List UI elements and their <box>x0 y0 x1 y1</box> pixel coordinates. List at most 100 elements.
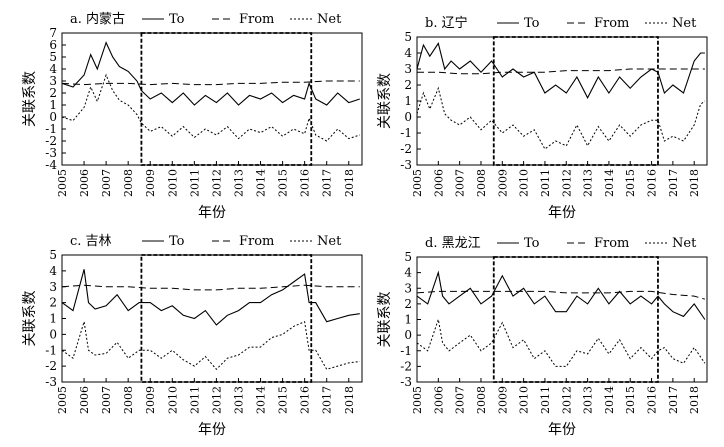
y-tick-label: -1 <box>45 343 57 357</box>
x-axis-label: 年份 <box>548 205 576 221</box>
y-tick-label: 5 <box>49 248 57 262</box>
highlight-box <box>140 254 313 383</box>
x-tick-label: 2006 <box>432 386 445 414</box>
y-axis-label: 关联系数 <box>377 292 393 348</box>
x-tick-label: 2016 <box>646 169 659 197</box>
y-tick-label: 4 <box>404 266 412 280</box>
series-line-net <box>61 73 360 142</box>
y-tick-label: -3 <box>400 158 412 172</box>
x-tick-label: 2007 <box>100 386 113 414</box>
y-tick-label: 4 <box>49 264 57 278</box>
x-tick-label: 2017 <box>321 169 334 197</box>
highlight-box <box>492 36 659 166</box>
x-tick-label: 2018 <box>343 169 356 197</box>
series-line-from <box>61 80 360 86</box>
y-tick-label: 2 <box>49 296 57 310</box>
panel-title: c. 吉林 <box>70 234 112 249</box>
series-line-net <box>61 320 360 371</box>
series-line-from <box>416 290 706 300</box>
y-tick-label: 1 <box>49 312 57 326</box>
legend-label: To <box>169 234 185 249</box>
x-tick-label: 2009 <box>144 169 157 197</box>
y-axis-label: 关联系数 <box>377 73 393 129</box>
series-line-from <box>61 284 360 291</box>
y-tick-label: 5 <box>404 250 412 264</box>
x-axis-label: 年份 <box>198 205 226 221</box>
x-tick-label: 2015 <box>624 386 637 414</box>
highlight-box <box>140 32 313 166</box>
x-tick-label: 2015 <box>277 169 290 197</box>
legend-label: From <box>594 236 629 251</box>
series-line-to <box>61 41 360 106</box>
legend-label: Net <box>672 16 697 31</box>
x-tick-label: 2008 <box>475 386 488 414</box>
x-tick-label: 2005 <box>56 169 69 197</box>
chart-panel-1: -3 -2 -1 0 1 2 3 4 5 2005 2006 2007 2008 2009 2010 2011… <box>377 15 708 221</box>
x-tick-label: 2005 <box>411 169 424 197</box>
x-tick-label: 2017 <box>667 386 680 414</box>
panel-title: d. 黑龙江 <box>425 236 481 251</box>
x-axis-label: 年份 <box>198 422 226 438</box>
x-tick-label: 2005 <box>411 386 424 414</box>
y-tick-label: 2 <box>404 78 412 92</box>
x-tick-label: 2015 <box>624 169 637 197</box>
y-tick-label: 5 <box>404 30 412 44</box>
x-tick-label: 2014 <box>255 169 268 197</box>
series-line-to <box>416 270 706 320</box>
x-tick-label: 2016 <box>299 169 312 197</box>
y-tick-label: 0 <box>49 110 57 124</box>
y-tick-label: 6 <box>49 38 57 52</box>
x-tick-label: 2009 <box>144 386 157 414</box>
x-tick-label: 2012 <box>560 169 573 197</box>
y-tick-label: -1 <box>45 122 57 136</box>
series-line-from <box>417 68 705 75</box>
legend-label: To <box>524 236 540 251</box>
y-tick-label: -3 <box>45 146 57 160</box>
plot-frame <box>416 256 708 383</box>
plot-frame <box>61 32 363 166</box>
x-tick-label: 2008 <box>475 169 488 197</box>
x-tick-label: 2012 <box>210 386 223 414</box>
x-tick-label: 2012 <box>210 169 223 197</box>
y-tick-label: -3 <box>45 375 57 389</box>
y-axis-label: 关联系数 <box>22 291 38 347</box>
x-tick-label: 2014 <box>603 386 616 414</box>
y-tick-label: 0 <box>404 328 412 342</box>
x-tick-label: 2006 <box>78 169 91 197</box>
x-tick-label: 2008 <box>122 386 135 414</box>
y-tick-label: -3 <box>400 375 412 389</box>
y-tick-label: 2 <box>404 297 412 311</box>
x-tick-label: 2014 <box>255 386 268 414</box>
y-tick-label: 1 <box>404 94 412 108</box>
x-tick-label: 2007 <box>454 386 467 414</box>
x-tick-label: 2005 <box>56 386 69 414</box>
y-tick-label: -2 <box>45 134 57 148</box>
x-tick-label: 2010 <box>166 169 179 197</box>
series-line-to <box>61 269 360 326</box>
x-tick-label: 2016 <box>646 386 659 414</box>
highlight-box <box>492 256 659 383</box>
legend-label: Net <box>317 234 342 249</box>
x-tick-label: 2007 <box>100 169 113 197</box>
x-tick-label: 2010 <box>518 169 531 197</box>
x-tick-label: 2016 <box>299 386 312 414</box>
legend-label: From <box>239 234 274 249</box>
x-tick-label: 2013 <box>582 169 595 197</box>
legend-label: Net <box>672 236 697 251</box>
y-tick-label: 3 <box>49 74 57 88</box>
x-tick-label: 2013 <box>582 386 595 414</box>
y-tick-label: -2 <box>400 359 412 373</box>
x-tick-label: 2010 <box>518 386 531 414</box>
x-tick-label: 2009 <box>496 169 509 197</box>
x-tick-label: 2006 <box>78 386 91 414</box>
y-tick-label: 5 <box>49 50 57 64</box>
x-tick-label: 2007 <box>454 169 467 197</box>
x-tick-label: 2018 <box>688 386 701 414</box>
y-tick-label: -1 <box>400 344 412 358</box>
x-tick-label: 2013 <box>232 169 245 197</box>
y-tick-label: -1 <box>400 126 412 140</box>
x-tick-label: 2018 <box>343 386 356 414</box>
x-tick-label: 2013 <box>232 386 245 414</box>
